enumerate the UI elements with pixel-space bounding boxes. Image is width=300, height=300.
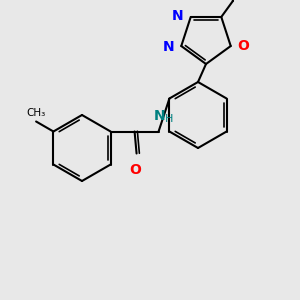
Text: N: N [172, 9, 184, 23]
Text: N: N [163, 40, 174, 54]
Text: O: O [130, 163, 142, 176]
Text: O: O [238, 39, 250, 53]
Text: H: H [164, 115, 173, 124]
Text: CH₃: CH₃ [26, 109, 46, 118]
Text: N: N [154, 110, 165, 124]
